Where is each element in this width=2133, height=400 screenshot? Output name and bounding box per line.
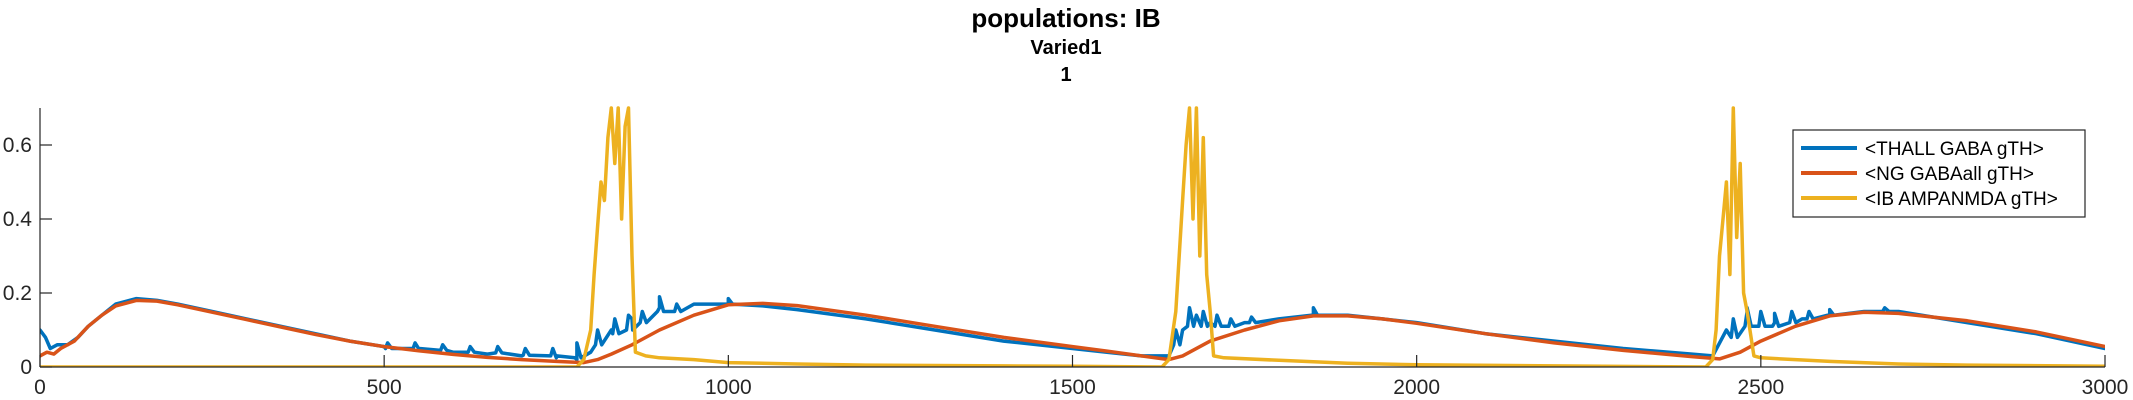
x-tick-label-2: 1000 [705,376,752,399]
x-tick-label-5: 2500 [1737,376,1784,399]
x-tick-label-4: 2000 [1393,376,1440,399]
series-line-1 [40,298,2105,365]
legend-label-0: <THALL GABA gTH> [1865,139,2044,160]
axes: 0 500 1000 1500 2000 2500 3000 0 0.2 0.4 0.6 [3,108,2129,399]
y-tick-label-2: 0.4 [3,208,33,231]
series-group [40,106,2105,367]
series-line-2 [40,106,2105,367]
x-tick-label-0: 0 [34,376,46,399]
x-tick-label-1: 500 [367,376,402,399]
title-block: populations: IB Varied1 1 [971,3,1160,86]
chart-title: populations: IB [971,3,1160,33]
y-tick-label-0: 0 [20,356,32,379]
legend-label-2: <IB AMPANMDA gTH> [1865,189,2058,210]
y-tick-label-1: 0.2 [3,282,32,305]
legend: <THALL GABA gTH> <NG GABAall gTH> <IB AMPA… [1792,129,2086,218]
chart-subtitle-2: 1 [1060,64,1071,86]
chart-subtitle-1: Varied1 [1030,37,1101,59]
series-line-0 [40,294,2105,362]
x-tick-label-3: 1500 [1049,376,1096,399]
x-tick-label-6: 3000 [2082,376,2129,399]
y-tick-label-3: 0.6 [3,134,32,157]
legend-label-1: <NG GABAall gTH> [1865,164,2034,185]
